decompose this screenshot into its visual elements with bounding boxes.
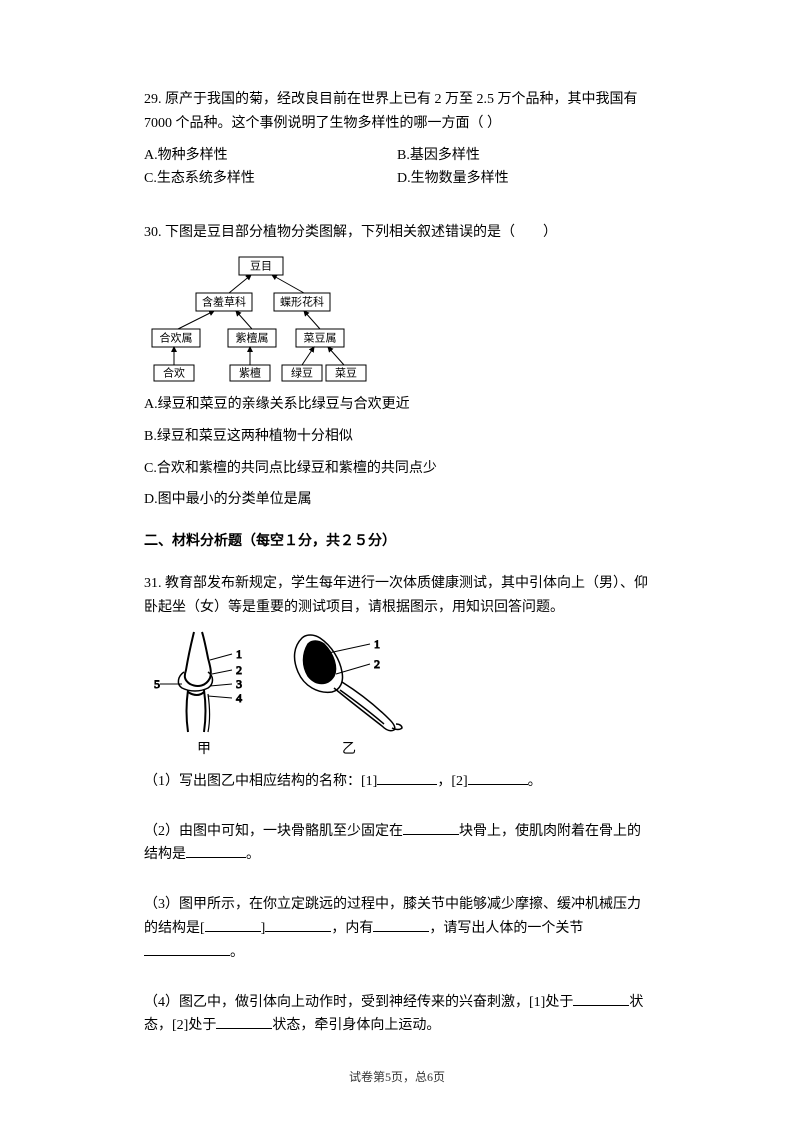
- section-2-heading: 二、材料分析题（每空１分，共２５分）: [144, 530, 650, 550]
- q31-p4: （4）图乙中，做引体向上动作时，受到神经传来的兴奋刺激，[1]处于状态，[2]处…: [144, 991, 650, 1039]
- blank[interactable]: [573, 991, 629, 1006]
- q29-opt-d: D.生物数量多样性: [397, 167, 650, 191]
- blank[interactable]: [144, 941, 230, 956]
- svg-text:1: 1: [374, 637, 380, 651]
- q30-opt-a: A.绿豆和菜豆的亲缘关系比绿豆与合欢更近: [144, 393, 650, 417]
- blank[interactable]: [403, 820, 459, 835]
- svg-text:2: 2: [374, 657, 380, 671]
- q29-opt-c: C.生态系统多样性: [144, 167, 397, 191]
- q31-p1: （1）写出图乙中相应结构的名称：[1]，[2]。: [144, 770, 650, 794]
- q29-options-2: C.生态系统多样性 D.生物数量多样性: [144, 167, 650, 191]
- tree-l3-3: 菜豆: [335, 367, 357, 380]
- tree-l3-1: 紫檀: [239, 366, 261, 380]
- q31-stem: 31. 教育部发布新规定，学生每年进行一次体质健康测试，其中引体向上（男）、仰卧…: [144, 572, 650, 620]
- blank[interactable]: [265, 917, 331, 932]
- q30-opt-c: C.合欢和紫檀的共同点比绿豆和紫檀的共同点少: [144, 457, 650, 481]
- q29-opt-b: B.基因多样性: [397, 144, 650, 168]
- svg-text:1: 1: [236, 647, 242, 661]
- q31-fig-yi: 1 2 乙: [284, 628, 414, 758]
- tree-l1-1: 蝶形花科: [280, 295, 324, 309]
- blank[interactable]: [468, 770, 528, 785]
- q30-stem: 30. 下图是豆目部分植物分类图解，下列相关叙述错误的是（ ）: [144, 221, 650, 245]
- q30-tree-diagram: 豆目 含羞草科 蝶形花科 合欢属 紫檀属 菜豆属 合欢 紫檀 绿豆 菜豆: [144, 253, 394, 383]
- fig-yi-label: 乙: [284, 738, 414, 758]
- blank[interactable]: [373, 917, 429, 932]
- tree-l3-0: 合欢: [163, 366, 185, 380]
- tree-l3-2: 绿豆: [291, 366, 313, 380]
- blank[interactable]: [205, 917, 261, 932]
- blank[interactable]: [216, 1014, 272, 1029]
- svg-text:4: 4: [236, 691, 242, 705]
- tree-l0: 豆目: [250, 261, 272, 273]
- q29-opt-a: A.物种多样性: [144, 144, 397, 168]
- q29-stem: 29. 原产于我国的菊，经改良目前在世界上已有 2 万至 2.5 万个品种，其中…: [144, 88, 650, 136]
- svg-text:5: 5: [154, 677, 160, 691]
- tree-l2-1: 紫檀属: [236, 331, 269, 345]
- tree-l2-2: 菜豆属: [304, 332, 337, 345]
- q31-p3: （3）图甲所示，在你立定跳远的过程中，膝关节中能够减少摩擦、缓冲机械压力的结构是…: [144, 893, 650, 964]
- q29-options: A.物种多样性 B.基因多样性: [144, 144, 650, 168]
- svg-text:3: 3: [236, 677, 242, 691]
- blank[interactable]: [377, 770, 437, 785]
- q30-opt-b: B.绿豆和菜豆这两种植物十分相似: [144, 425, 650, 449]
- q31-fig-jia: 1 2 3 4 5 甲: [154, 628, 254, 758]
- tree-l2-0: 合欢属: [160, 331, 193, 345]
- q30-opt-d: D.图中最小的分类单位是属: [144, 488, 650, 512]
- blank[interactable]: [186, 843, 246, 858]
- fig-jia-label: 甲: [154, 738, 254, 758]
- page-footer: 试卷第5页，总6页: [0, 1068, 794, 1085]
- q31-p2: （2）由图中可知，一块骨骼肌至少固定在块骨上，使肌肉附着在骨上的结构是。: [144, 820, 650, 868]
- tree-l1-0: 含羞草科: [202, 295, 246, 309]
- svg-text:2: 2: [236, 663, 242, 677]
